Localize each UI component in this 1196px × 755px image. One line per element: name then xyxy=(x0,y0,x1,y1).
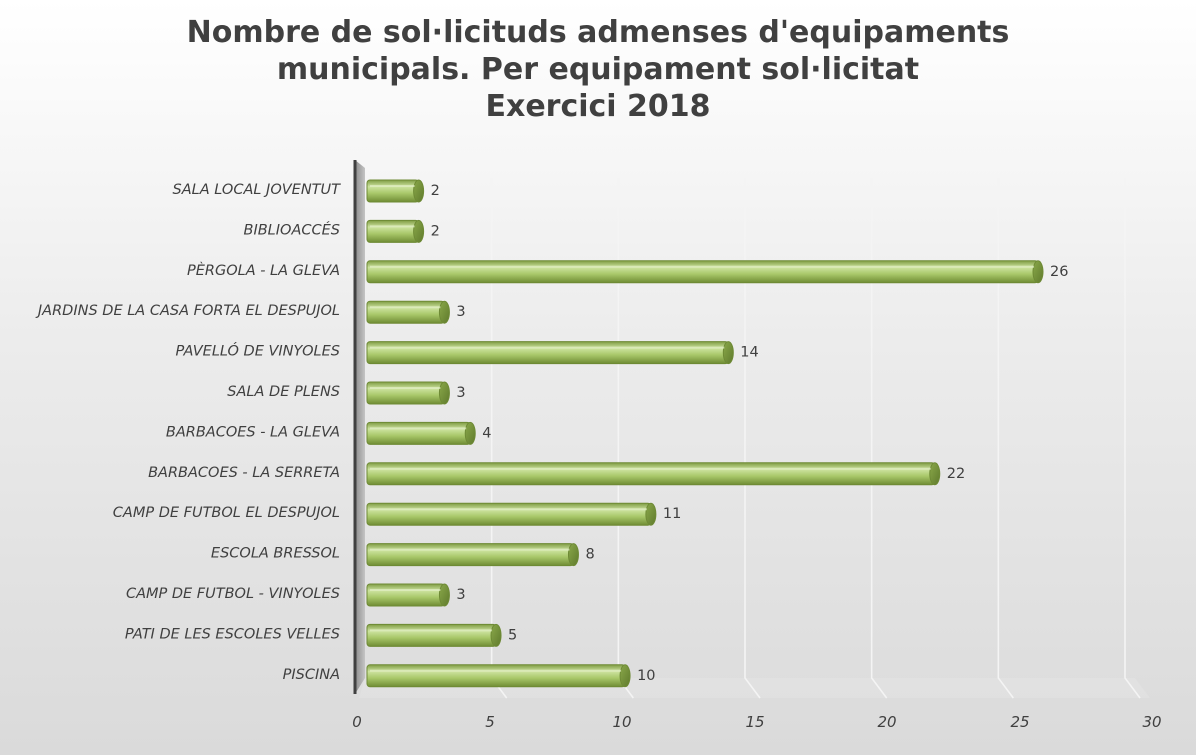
data-label: 5 xyxy=(508,627,517,643)
category-label: CAMP DE FUTBOL EL DESPUJOL xyxy=(113,505,340,521)
chart-title-line-1: Nombre de sol·licituds admenses d'equipa… xyxy=(186,15,1010,50)
bar xyxy=(366,381,445,405)
bar xyxy=(366,421,471,445)
data-label: 4 xyxy=(482,425,491,441)
bar-end-cap xyxy=(722,341,734,365)
bar-end-cap xyxy=(645,502,657,526)
data-label: 3 xyxy=(456,385,465,401)
chart-title: Nombre de sol·licituds admenses d'equipa… xyxy=(0,14,1196,125)
gridline xyxy=(744,178,761,699)
category-label: PAVELLÓ DE VINYOLES xyxy=(176,342,340,360)
data-label: 22 xyxy=(947,466,965,482)
bar-end-cap xyxy=(413,179,425,203)
bar xyxy=(366,462,936,486)
x-tick-label: 25 xyxy=(1010,713,1029,731)
bar xyxy=(366,341,729,365)
bar-end-cap xyxy=(1032,260,1044,284)
data-label: 3 xyxy=(456,587,465,603)
bar xyxy=(366,300,445,324)
data-label: 8 xyxy=(585,547,594,563)
bar xyxy=(366,219,420,243)
gridline xyxy=(490,178,508,699)
plot-left-wall xyxy=(355,160,365,694)
chart-title-line-3: Exercici 2018 xyxy=(485,89,711,124)
category-label: BIBLIOACCÉS xyxy=(244,221,340,238)
category-label: PATI DE LES ESCOLES VELLES xyxy=(125,626,340,642)
data-label: 3 xyxy=(456,304,465,320)
bar-end-cap xyxy=(464,421,476,445)
category-label: ESCOLA BRESSOL xyxy=(211,546,340,562)
bar-end-cap xyxy=(438,300,450,324)
gridline xyxy=(997,178,1014,699)
bar xyxy=(366,583,445,607)
category-label: JARDINS DE LA CASA FORTA EL DESPUJOL xyxy=(35,303,340,319)
axis-layer xyxy=(353,160,365,694)
bar-end-cap xyxy=(438,381,450,405)
bar-end-cap xyxy=(413,219,425,243)
category-label: CAMP DE FUTBOL - VINYOLES xyxy=(126,586,340,602)
x-tick-label: 10 xyxy=(612,713,631,731)
gridline xyxy=(870,178,888,699)
data-label: 26 xyxy=(1050,264,1068,280)
data-label: 2 xyxy=(431,223,440,239)
chart-title-line-2: municipals. Per equipament sol·licitat xyxy=(276,52,920,87)
category-label: BARBACOES - LA SERRETA xyxy=(148,465,340,481)
gridline xyxy=(617,178,634,699)
x-tick-label: 30 xyxy=(1142,713,1161,731)
bar-end-cap xyxy=(490,623,502,647)
bar xyxy=(366,543,574,567)
data-label: 14 xyxy=(740,345,758,361)
category-label: BARBACOES - LA GLEVA xyxy=(166,424,340,440)
category-label: SALA DE PLENS xyxy=(227,384,340,400)
x-tick-label: 20 xyxy=(877,713,896,731)
x-tick-label: 5 xyxy=(485,713,495,731)
data-label: 2 xyxy=(431,183,440,199)
category-label: SALA LOCAL JOVENTUT xyxy=(173,182,342,198)
x-tick-label: 0 xyxy=(352,713,362,731)
data-label: 11 xyxy=(663,506,681,522)
bar xyxy=(366,179,420,203)
bar-end-cap xyxy=(619,664,631,688)
gridline xyxy=(1124,178,1141,699)
grid-layer xyxy=(359,178,1150,699)
bar-layer xyxy=(366,179,1044,688)
category-label: PÈRGOLA - LA GLEVA xyxy=(187,262,340,279)
bar-end-cap xyxy=(567,543,579,567)
bar xyxy=(366,623,497,647)
bar-end-cap xyxy=(929,462,941,486)
bar xyxy=(366,664,626,688)
category-label: PISCINA xyxy=(283,667,340,683)
bar xyxy=(366,260,1039,284)
bar-end-cap xyxy=(438,583,450,607)
bar xyxy=(366,502,652,526)
x-tick-label: 15 xyxy=(745,713,764,731)
data-label: 10 xyxy=(637,668,655,684)
